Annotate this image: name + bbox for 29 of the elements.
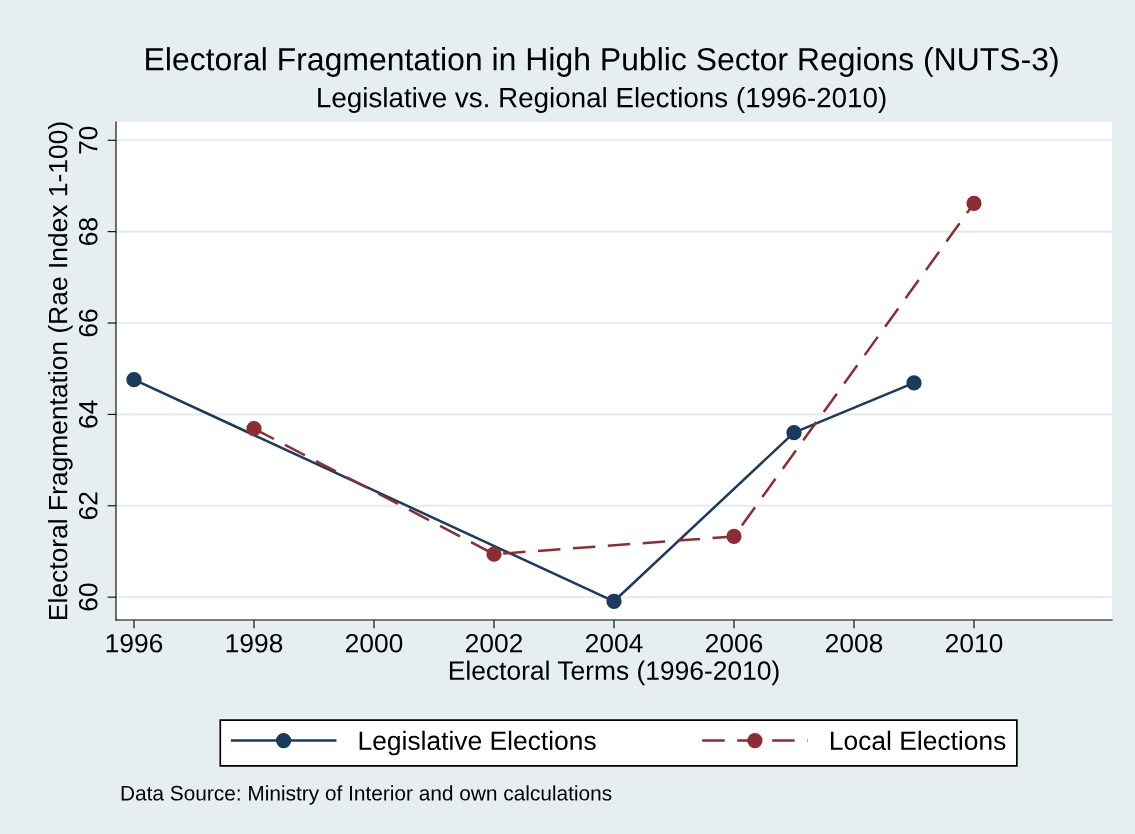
legend-label: Legislative Elections: [359, 730, 596, 756]
y-tick-label: 62: [78, 492, 98, 520]
point: [726, 528, 742, 545]
x-tick-label: 2010: [945, 633, 1003, 653]
source-note: Data Source: Ministry of Interior and own calculations: [121, 785, 612, 805]
y-tick-label: 66: [78, 309, 98, 337]
legend-label: Local Elections: [830, 730, 1006, 751]
point: [486, 546, 502, 562]
x-tick-label: 1998: [226, 633, 283, 653]
chart-title: Electoral Fragmentation in High Public Sector Regions (NUTS-3): [146, 47, 1058, 77]
point: [906, 375, 922, 391]
x-tick-label: 2000: [345, 633, 403, 653]
y-tick-label: 64: [78, 400, 98, 428]
point: [966, 195, 982, 211]
y-tick-label: 68: [78, 218, 98, 245]
x-tick-label: 1996: [106, 633, 163, 653]
x-tick-label: 2006: [705, 633, 763, 653]
x-axis-title: Electoral Terms (1996-2010): [449, 660, 779, 686]
point: [246, 420, 262, 437]
y-tick-label: 60: [78, 583, 98, 611]
point: [126, 372, 142, 388]
y-tick-label: 70: [78, 126, 98, 154]
x-tick-label: 2008: [825, 633, 883, 653]
chart-subtitle: Legislative vs. Regional Elections (1996-2010): [318, 87, 886, 113]
x-tick-label: 2004: [585, 633, 643, 653]
y-axis-title: Electoral Fragmentation (Rae Index 1-100): [48, 122, 73, 619]
point: [786, 425, 802, 441]
point: [606, 593, 622, 609]
x-tick-label: 2002: [465, 633, 523, 653]
